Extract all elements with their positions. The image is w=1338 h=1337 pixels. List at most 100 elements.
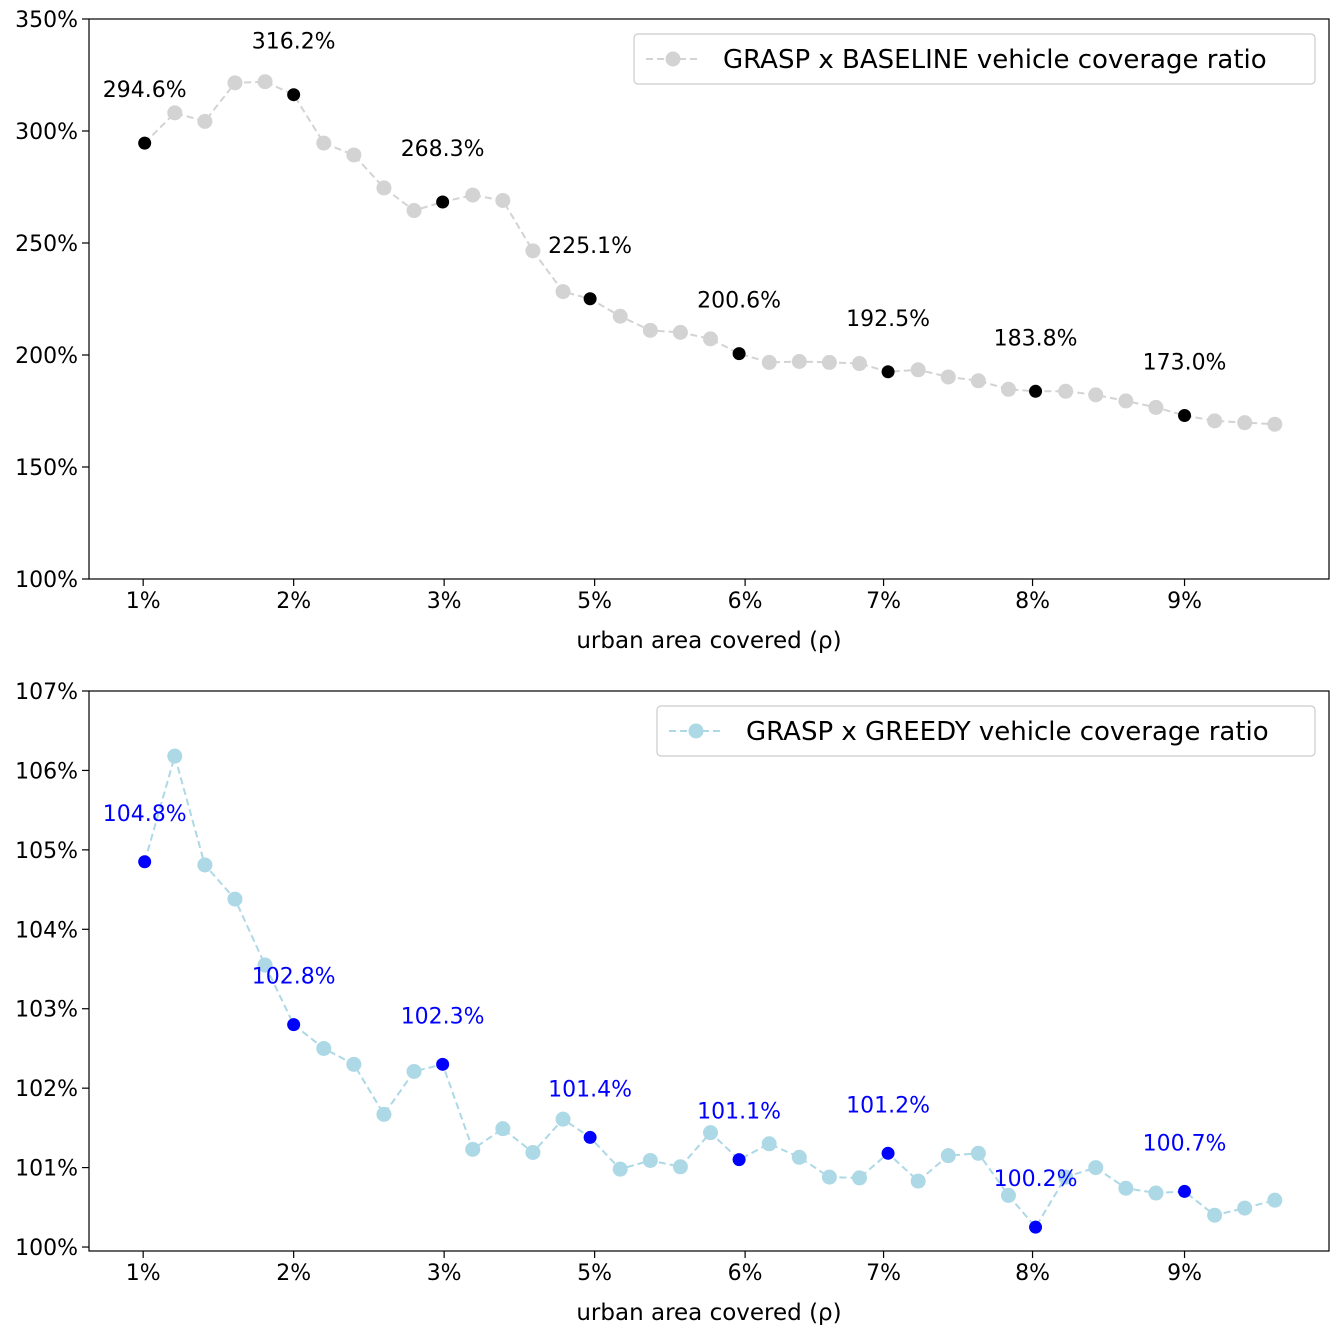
x-tick-label: 9% [1167,589,1202,614]
data-point [197,113,213,129]
x-tick-label: 7% [866,589,901,614]
legend-box [656,705,1316,757]
highlight-point [138,136,152,150]
data-point [1088,1160,1104,1176]
data-point [406,1063,422,1079]
data-point [257,74,273,90]
data-point [1207,413,1223,429]
data-point [555,1111,571,1127]
data-point [642,1152,658,1168]
data-point [1118,1180,1134,1196]
data-point [821,354,837,370]
x-tick-label: 3% [427,589,462,614]
x-tick-label: 9% [1167,1261,1202,1286]
data-point [672,324,688,340]
data-point [821,1169,837,1185]
data-point [910,362,926,378]
data-label: 173.0% [1143,350,1227,375]
data-point [525,1145,541,1161]
x-tick-label: 5% [577,589,612,614]
data-point [791,353,807,369]
data-label: 102.8% [252,965,336,990]
data-point [495,192,511,208]
data-point [1088,387,1104,403]
data-label: 192.5% [846,307,930,332]
legend-marker [688,723,704,739]
data-point [1000,1187,1016,1203]
y-tick-label: 100% [15,568,78,593]
data-label: 102.3% [401,1004,485,1029]
data-point [316,135,332,151]
y-tick-label: 104% [15,918,78,943]
highlight-point [881,365,895,379]
data-point [791,1149,807,1165]
data-point [227,891,243,907]
y-tick-label: 100% [15,1236,78,1261]
y-tick-label: 250% [15,232,78,257]
y-tick-label: 101% [15,1157,78,1182]
data-point [970,1145,986,1161]
data-point [406,203,422,219]
x-tick-label: 7% [866,1261,901,1286]
data-point [970,373,986,389]
data-point [465,187,481,203]
data-point [495,1121,511,1137]
data-point [1207,1207,1223,1223]
data-label: 294.6% [103,78,187,103]
data-point [1148,1185,1164,1201]
data-point [1000,381,1016,397]
y-tick-label: 105% [15,839,78,864]
x-tick-label: 3% [427,1261,462,1286]
data-point [761,1136,777,1152]
data-label: 101.4% [548,1077,632,1102]
data-point [851,356,867,372]
data-point [703,331,719,347]
highlight-point [881,1146,895,1160]
y-tick-label: 102% [15,1077,78,1102]
y-tick-label: 350% [15,8,78,33]
data-label: 101.2% [846,1093,930,1118]
y-tick-label: 200% [15,344,78,369]
data-point [1148,399,1164,415]
data-point [1058,1169,1074,1185]
y-tick-label: 300% [15,120,78,145]
data-point [910,1173,926,1189]
data-point [257,957,273,973]
legend-label: GRASP x GREEDY vehicle coverage ratio [746,717,1269,747]
highlight-point [436,1057,450,1071]
highlight-point [287,88,301,102]
highlight-point [1029,384,1043,398]
legend-marker [665,51,681,67]
y-tick-label: 107% [15,680,78,705]
data-point [346,147,362,163]
data-label: 100.2% [994,1167,1078,1192]
data-point [346,1056,362,1072]
x-tick-label: 6% [728,589,763,614]
highlight-point [138,855,152,869]
data-point [761,354,777,370]
x-tick-label: 2% [276,1261,311,1286]
y-tick-label: 106% [15,759,78,784]
data-point [612,308,628,324]
data-point [642,322,658,338]
data-point [376,180,392,196]
data-point [197,857,213,873]
highlight-point [583,292,597,306]
x-tick-label: 2% [276,589,311,614]
data-label: 268.3% [401,137,485,162]
data-label: 100.7% [1143,1131,1227,1156]
plot-area [88,690,1330,1252]
chart-panel-1: 100% 150% 200% 250% 300% 350% 1% 2% 3% 5% 6% 7% 8% 9%… [15,8,1330,654]
data-point [555,284,571,300]
x-tick-label: 8% [1015,1261,1050,1286]
data-point [227,75,243,91]
data-point [1267,1192,1283,1208]
data-point [851,1170,867,1186]
data-point [703,1125,719,1141]
x-tick-label: 5% [577,1261,612,1286]
data-point [316,1040,332,1056]
data-label: 316.2% [252,30,336,55]
legend: GRASP x BASELINE vehicle coverage ratio [633,33,1316,85]
y-tick-label: 150% [15,456,78,481]
